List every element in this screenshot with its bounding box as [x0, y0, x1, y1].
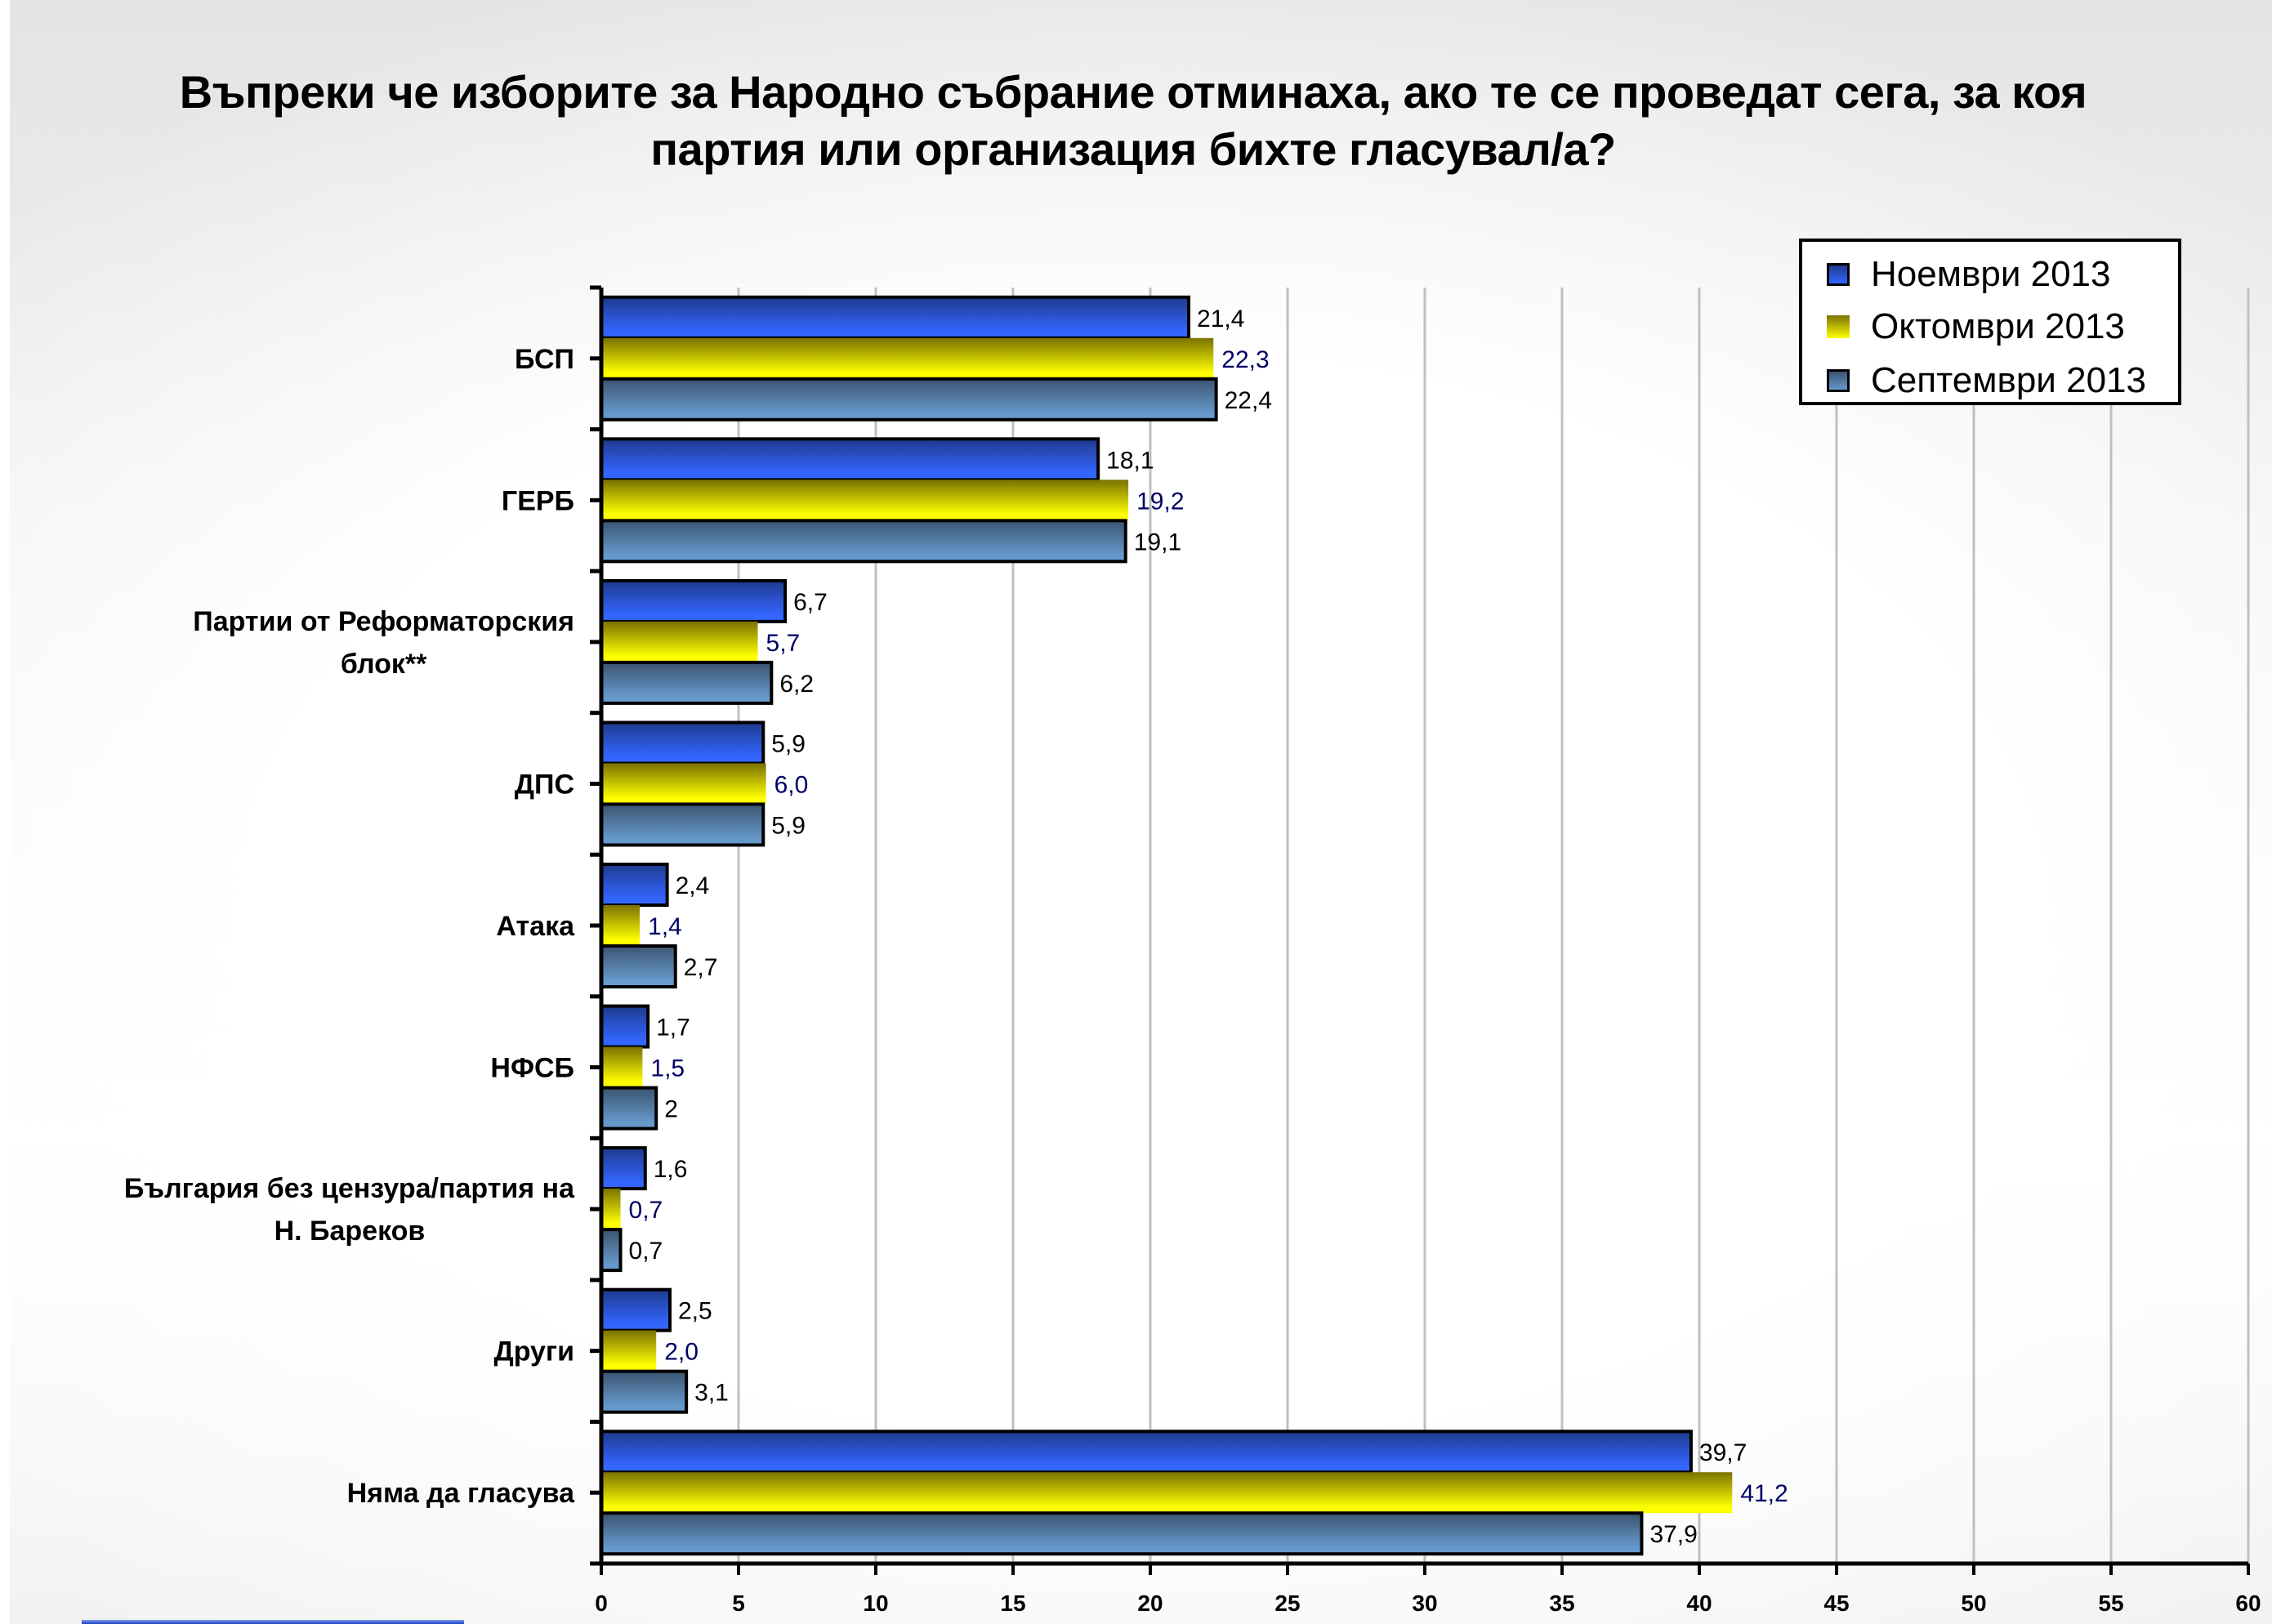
data-label-6-series-2: 0,7: [629, 1238, 663, 1265]
x-tick-label-60: 60: [2235, 1591, 2261, 1616]
legend-label-september: Септември 2013: [1871, 360, 2146, 400]
data-label-2-series-2: 6,2: [779, 671, 814, 698]
x-tick-label-15: 15: [1000, 1591, 1025, 1616]
data-labels: 21,422,322,418,119,219,16,75,76,25,96,05…: [629, 306, 1788, 1548]
category-label-8: Няма да гласува: [347, 1478, 575, 1509]
category-label-6-line-1: Н. Бареков: [275, 1216, 426, 1247]
legend-swatch-november: [1827, 263, 1850, 286]
data-label-1-series-0: 18,1: [1106, 447, 1154, 474]
legend-item-october: Октомври 2013: [1827, 302, 2125, 351]
x-tick-label-55: 55: [2098, 1591, 2123, 1616]
data-label-2-series-0: 6,7: [793, 589, 828, 616]
bar-2-series-0: [600, 578, 788, 623]
bar-8-series-0: [600, 1430, 1693, 1475]
bar-4-series-1: [601, 905, 641, 946]
chart-title-line-1: Въпреки че изборите за Народно събрание …: [179, 66, 2087, 118]
bar-3-series-0: [600, 721, 766, 765]
x-tick-label-10: 10: [863, 1591, 888, 1616]
bar-6-series-0: [600, 1146, 647, 1191]
bar-1-series-0: [600, 437, 1100, 482]
data-label-0-series-2: 22,4: [1225, 387, 1272, 414]
chart-title-line-2: партия или организация бихте гласувал/а?: [650, 123, 1616, 175]
data-label-3-series-2: 5,9: [771, 812, 806, 839]
x-tick-label-20: 20: [1137, 1591, 1163, 1616]
bar-3-series-1: [601, 763, 766, 805]
bar-2-series-1: [601, 621, 758, 663]
bar-2-series-2: [600, 660, 774, 705]
data-label-6-series-1: 0,7: [629, 1197, 663, 1224]
data-label-5-series-0: 1,7: [656, 1015, 690, 1042]
data-label-4-series-0: 2,4: [676, 872, 710, 899]
category-label-3: ДПС: [515, 769, 574, 800]
bar-5-series-1: [601, 1046, 643, 1088]
data-label-1-series-2: 19,1: [1134, 529, 1181, 555]
bar-7-series-1: [601, 1330, 657, 1372]
category-label-5: НФСБ: [490, 1053, 574, 1084]
x-tick-label-0: 0: [595, 1591, 608, 1616]
x-tick-label-5: 5: [732, 1591, 745, 1616]
data-label-1-series-1: 19,2: [1136, 488, 1184, 515]
bar-8-series-1: [601, 1472, 1733, 1514]
chart-title: Въпреки че изборите за Народно събрание …: [82, 64, 2185, 178]
data-label-4-series-2: 2,7: [684, 954, 718, 981]
data-label-4-series-1: 1,4: [648, 913, 682, 940]
bar-1-series-1: [601, 480, 1129, 521]
category-labels: БСП ГЕРБ Партии от Реформаторския блок** ДПС…: [124, 344, 575, 1509]
category-label-4: Атака: [496, 911, 575, 942]
legend-item-november: Ноември 2013: [1827, 250, 2111, 299]
x-tick-label-30: 30: [1412, 1591, 1437, 1616]
bar-0-series-1: [601, 337, 1214, 379]
data-label-7-series-2: 3,1: [694, 1380, 729, 1407]
bar-7-series-2: [600, 1369, 689, 1414]
data-label-8-series-0: 39,7: [1699, 1439, 1747, 1466]
axes: [590, 285, 2250, 1575]
data-label-5-series-1: 1,5: [650, 1055, 685, 1082]
bar-6-series-1: [601, 1189, 621, 1230]
x-tick-label-50: 50: [1961, 1591, 1986, 1616]
bars: [600, 295, 1733, 1556]
bar-5-series-2: [600, 1086, 658, 1131]
x-tick-label-35: 35: [1549, 1591, 1574, 1616]
data-label-8-series-1: 41,2: [1740, 1480, 1788, 1507]
x-tick-label-40: 40: [1686, 1591, 1712, 1616]
category-label-0: БСП: [515, 344, 574, 375]
bar-4-series-0: [600, 863, 669, 907]
legend: Ноември 2013 Октомври 2013 Септември 201…: [1799, 239, 2181, 405]
bar-0-series-2: [600, 377, 1218, 422]
category-label-2-line-1: блок**: [341, 649, 427, 680]
legend-label-october: Октомври 2013: [1871, 306, 2125, 346]
bar-1-series-2: [600, 519, 1127, 564]
data-label-5-series-2: 2: [664, 1096, 678, 1123]
legend-swatch-october: [1827, 315, 1850, 338]
data-label-7-series-0: 2,5: [678, 1298, 712, 1325]
data-label-0-series-0: 21,4: [1197, 306, 1244, 332]
legend-item-september: Септември 2013: [1827, 356, 2146, 405]
bar-3-series-2: [600, 802, 766, 847]
data-label-6-series-0: 1,6: [654, 1156, 688, 1183]
data-label-7-series-1: 2,0: [664, 1339, 699, 1366]
data-label-0-series-1: 22,3: [1221, 346, 1269, 373]
data-label-8-series-2: 37,9: [1649, 1521, 1697, 1548]
footer-accent-bar: [82, 1620, 464, 1624]
bar-6-series-2: [600, 1228, 623, 1273]
data-label-3-series-1: 6,0: [774, 771, 809, 798]
bar-4-series-2: [600, 944, 677, 988]
x-tick-label-45: 45: [1823, 1591, 1849, 1616]
category-label-6-line-0: България без цензура/партия на: [124, 1173, 575, 1204]
legend-swatch-september: [1827, 369, 1850, 392]
x-tick-labels: 0 5 10 15 20 25 30 35 40 45 50 55 60: [595, 1591, 2261, 1616]
data-label-2-series-1: 5,7: [766, 630, 801, 657]
data-label-3-series-0: 5,9: [771, 730, 806, 757]
category-label-1: ГЕРБ: [502, 485, 574, 516]
legend-label-november: Ноември 2013: [1871, 254, 2111, 294]
bar-8-series-2: [600, 1511, 1644, 1556]
bar-7-series-0: [600, 1287, 672, 1332]
bar-5-series-0: [600, 1004, 650, 1049]
category-label-2-line-0: Партии от Реформаторския: [193, 606, 574, 637]
x-tick-label-25: 25: [1274, 1591, 1300, 1616]
bar-0-series-0: [600, 295, 1191, 340]
category-label-7: Други: [493, 1336, 574, 1367]
